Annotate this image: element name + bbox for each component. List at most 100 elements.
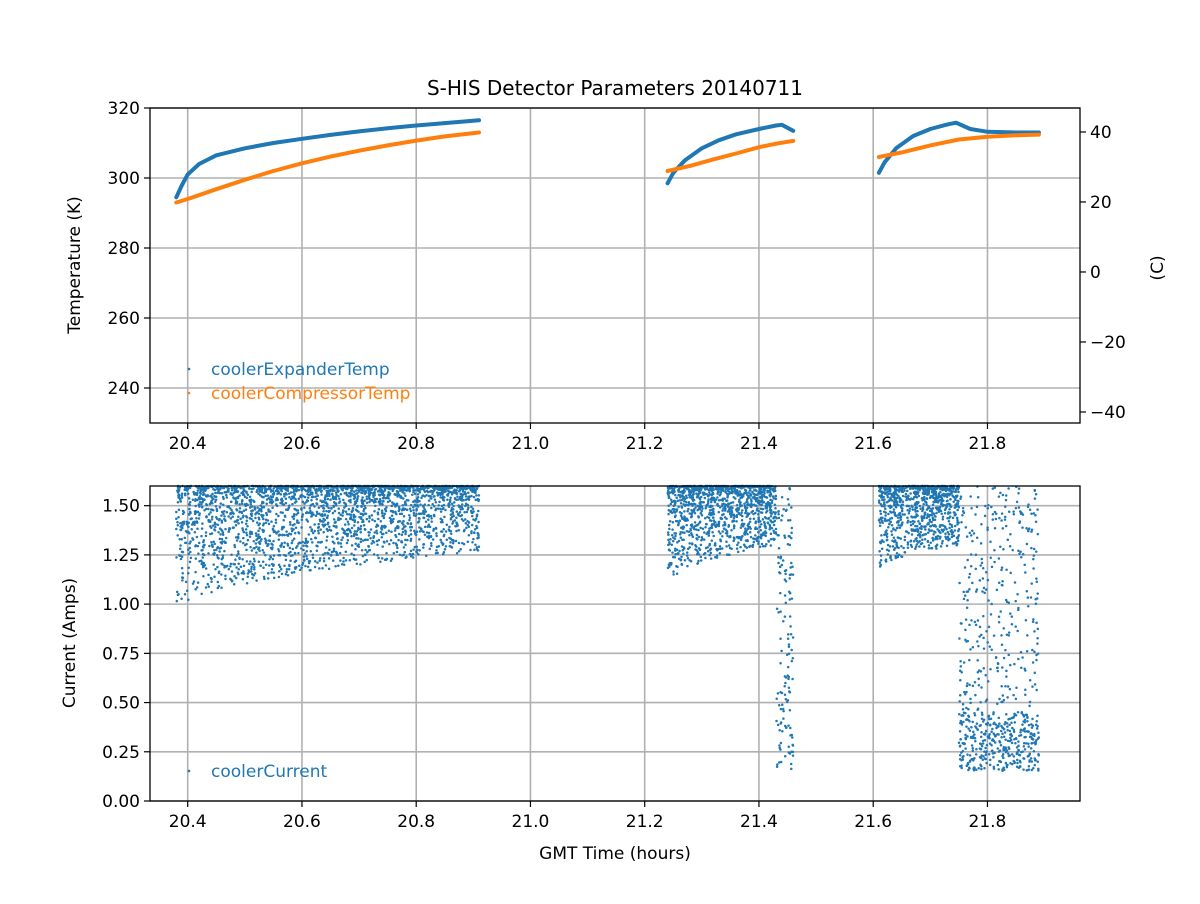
data-point: [760, 503, 763, 506]
data-point: [215, 154, 219, 158]
data-point: [475, 518, 478, 521]
data-point: [255, 539, 258, 542]
data-point: [748, 503, 751, 506]
data-point: [919, 522, 922, 525]
data-point: [920, 543, 923, 546]
data-point: [247, 576, 250, 579]
data-point: [894, 497, 897, 500]
data-point: [934, 545, 937, 548]
data-point: [376, 554, 379, 557]
data-point: [285, 498, 288, 501]
data-point: [455, 517, 458, 520]
data-point: [428, 515, 431, 518]
data-point: [389, 499, 392, 502]
data-point: [233, 575, 236, 578]
data-point: [254, 513, 257, 516]
data-point: [409, 517, 412, 520]
data-point: [307, 540, 310, 543]
data-point: [750, 511, 753, 514]
data-point: [418, 488, 421, 491]
data-point: [449, 500, 452, 503]
data-point: [339, 514, 342, 517]
data-point: [188, 503, 191, 506]
data-point: [410, 504, 413, 507]
data-point: [342, 489, 345, 492]
data-point: [312, 496, 315, 499]
data-point: [180, 183, 184, 187]
data-point: [196, 520, 199, 523]
data-point: [280, 545, 283, 548]
data-point: [330, 507, 333, 510]
data-point: [897, 516, 900, 519]
data-point: [882, 496, 885, 499]
data-point: [788, 503, 791, 506]
data-point: [779, 566, 782, 569]
data-point: [398, 506, 401, 509]
data-point: [956, 521, 959, 524]
data-point: [410, 539, 413, 542]
data-point: [293, 538, 296, 541]
data-point: [263, 576, 266, 579]
data-point: [791, 734, 794, 737]
data-point: [294, 532, 297, 535]
data-point: [277, 548, 280, 551]
data-point: [302, 545, 305, 548]
data-point: [422, 516, 425, 519]
data-point: [319, 499, 322, 502]
data-point: [270, 520, 273, 523]
data-point: [430, 520, 433, 523]
data-point: [414, 514, 417, 517]
data-point: [217, 587, 220, 590]
data-point: [242, 572, 245, 575]
data-point: [247, 539, 250, 542]
data-point: [329, 133, 333, 137]
data-point: [210, 541, 213, 544]
data-point: [471, 490, 474, 493]
data-point: [245, 508, 248, 511]
data-point: [888, 487, 891, 490]
data-point: [697, 515, 700, 518]
data-point: [711, 531, 714, 534]
data-point: [906, 517, 909, 520]
data-point: [203, 493, 206, 496]
data-point: [946, 545, 949, 548]
data-point: [187, 492, 190, 495]
data-point: [782, 717, 785, 720]
data-point: [254, 517, 257, 520]
data-point: [921, 499, 924, 502]
data-point: [759, 525, 762, 528]
data-point: [374, 531, 377, 534]
data-point: [680, 514, 683, 517]
data-point: [203, 554, 206, 557]
data-point: [213, 575, 216, 578]
data-point: [243, 531, 246, 534]
data-point: [759, 545, 762, 548]
data-point: [349, 559, 352, 562]
data-point: [252, 520, 255, 523]
data-point: [719, 506, 722, 509]
data-point: [941, 542, 944, 545]
data-point: [364, 549, 367, 552]
data-point: [674, 556, 677, 559]
data-point: [375, 529, 378, 532]
data-point: [353, 524, 356, 527]
data-point: [929, 495, 932, 498]
data-point: [894, 514, 897, 517]
data-point: [954, 121, 958, 125]
data-point: [673, 508, 676, 511]
data-point: [382, 500, 385, 503]
data-point: [454, 525, 457, 528]
data-point: [236, 539, 239, 542]
data-point: [774, 507, 777, 510]
data-point: [789, 625, 792, 628]
data-point: [238, 503, 241, 506]
data-point: [424, 534, 427, 537]
data-point: [225, 494, 228, 497]
data-point: [210, 578, 213, 581]
data-point: [907, 547, 910, 550]
data-point: [328, 568, 331, 571]
data-point: [291, 516, 294, 519]
data-point: [731, 520, 734, 523]
data-point: [788, 676, 791, 679]
data-point: [922, 503, 925, 506]
